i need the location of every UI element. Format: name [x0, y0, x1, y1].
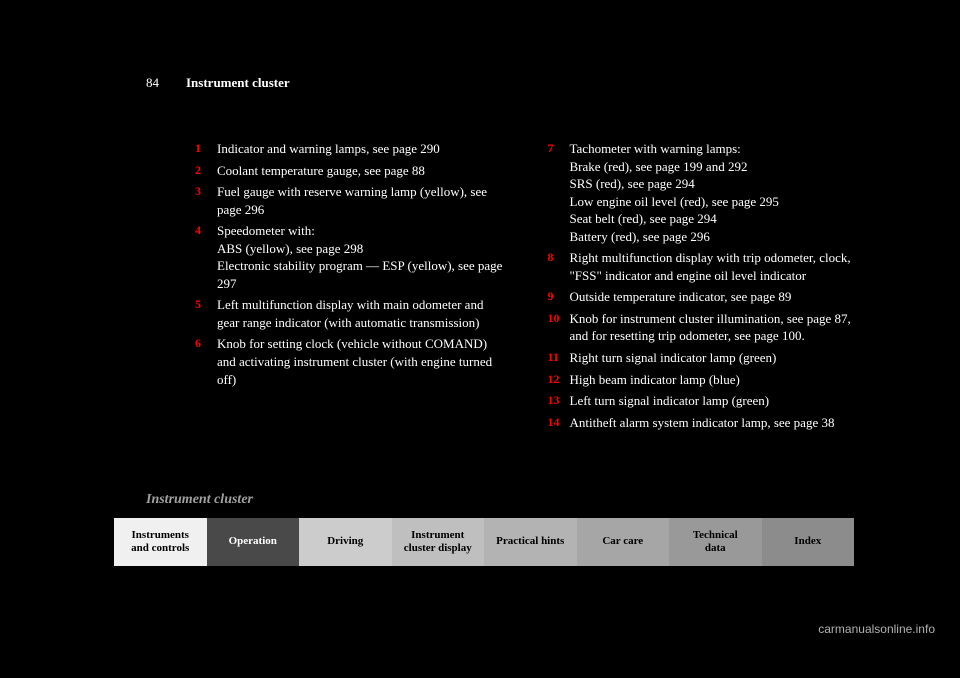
item-number: 7 — [548, 140, 570, 245]
item-text: Knob for setting clock (vehicle without … — [217, 335, 508, 388]
item-number: 4 — [195, 222, 217, 292]
item-number: 12 — [548, 371, 570, 389]
watermark: carmanualsonline.info — [818, 622, 935, 636]
item-number: 2 — [195, 162, 217, 180]
list-item: 1Indicator and warning lamps, see page 2… — [195, 140, 508, 158]
item-number: 14 — [548, 414, 570, 432]
item-text: Antitheft alarm system indicator lamp, s… — [570, 414, 861, 432]
item-number: 10 — [548, 310, 570, 345]
item-number: 5 — [195, 296, 217, 331]
item-number: 11 — [548, 349, 570, 367]
nav-tab[interactable]: Operation — [207, 518, 300, 566]
item-text: Speedometer with: ABS (yellow), see page… — [217, 222, 508, 292]
list-item: 10Knob for instrument cluster illuminati… — [548, 310, 861, 345]
item-text: Coolant temperature gauge, see page 88 — [217, 162, 508, 180]
item-number: 1 — [195, 140, 217, 158]
breadcrumb: Instrument cluster — [146, 492, 253, 508]
list-item: 3Fuel gauge with reserve warning lamp (y… — [195, 183, 508, 218]
item-number: 13 — [548, 392, 570, 410]
item-number: 6 — [195, 335, 217, 388]
page-number: 84 — [146, 75, 159, 91]
item-number: 9 — [548, 288, 570, 306]
page-container: 84 Instrument cluster 1Indicator and war… — [0, 0, 960, 678]
section-title: Instrument cluster — [186, 75, 290, 91]
nav-tab[interactable]: Driving — [299, 518, 392, 566]
item-text: Knob for instrument cluster illumination… — [570, 310, 861, 345]
list-item: 6Knob for setting clock (vehicle without… — [195, 335, 508, 388]
item-text: Right turn signal indicator lamp (green) — [570, 349, 861, 367]
item-text: Outside temperature indicator, see page … — [570, 288, 861, 306]
list-item: 4Speedometer with: ABS (yellow), see pag… — [195, 222, 508, 292]
list-item: 5Left multifunction display with main od… — [195, 296, 508, 331]
content-area: 1Indicator and warning lamps, see page 2… — [195, 140, 860, 435]
item-text: Fuel gauge with reserve warning lamp (ye… — [217, 183, 508, 218]
nav-tab[interactable]: Instrument cluster display — [392, 518, 485, 566]
item-number: 3 — [195, 183, 217, 218]
nav-tab[interactable]: Technical data — [669, 518, 762, 566]
item-text: Left turn signal indicator lamp (green) — [570, 392, 861, 410]
nav-tab[interactable]: Instruments and controls — [114, 518, 207, 566]
list-item: 13Left turn signal indicator lamp (green… — [548, 392, 861, 410]
left-column: 1Indicator and warning lamps, see page 2… — [195, 140, 508, 435]
list-item: 8Right multifunction display with trip o… — [548, 249, 861, 284]
nav-tab[interactable]: Car care — [577, 518, 670, 566]
nav-tab[interactable]: Practical hints — [484, 518, 577, 566]
list-item: 2Coolant temperature gauge, see page 88 — [195, 162, 508, 180]
item-text: Left multifunction display with main odo… — [217, 296, 508, 331]
list-item: 11Right turn signal indicator lamp (gree… — [548, 349, 861, 367]
nav-tabs: Instruments and controlsOperationDriving… — [114, 518, 854, 566]
item-text: Right multifunction display with trip od… — [570, 249, 861, 284]
list-item: 14Antitheft alarm system indicator lamp,… — [548, 414, 861, 432]
item-number: 8 — [548, 249, 570, 284]
nav-tab[interactable]: Index — [762, 518, 855, 566]
item-text: Indicator and warning lamps, see page 29… — [217, 140, 508, 158]
list-item: 9Outside temperature indicator, see page… — [548, 288, 861, 306]
item-text: High beam indicator lamp (blue) — [570, 371, 861, 389]
list-item: 12High beam indicator lamp (blue) — [548, 371, 861, 389]
list-item: 7Tachometer with warning lamps: Brake (r… — [548, 140, 861, 245]
right-column: 7Tachometer with warning lamps: Brake (r… — [548, 140, 861, 435]
item-text: Tachometer with warning lamps: Brake (re… — [570, 140, 861, 245]
